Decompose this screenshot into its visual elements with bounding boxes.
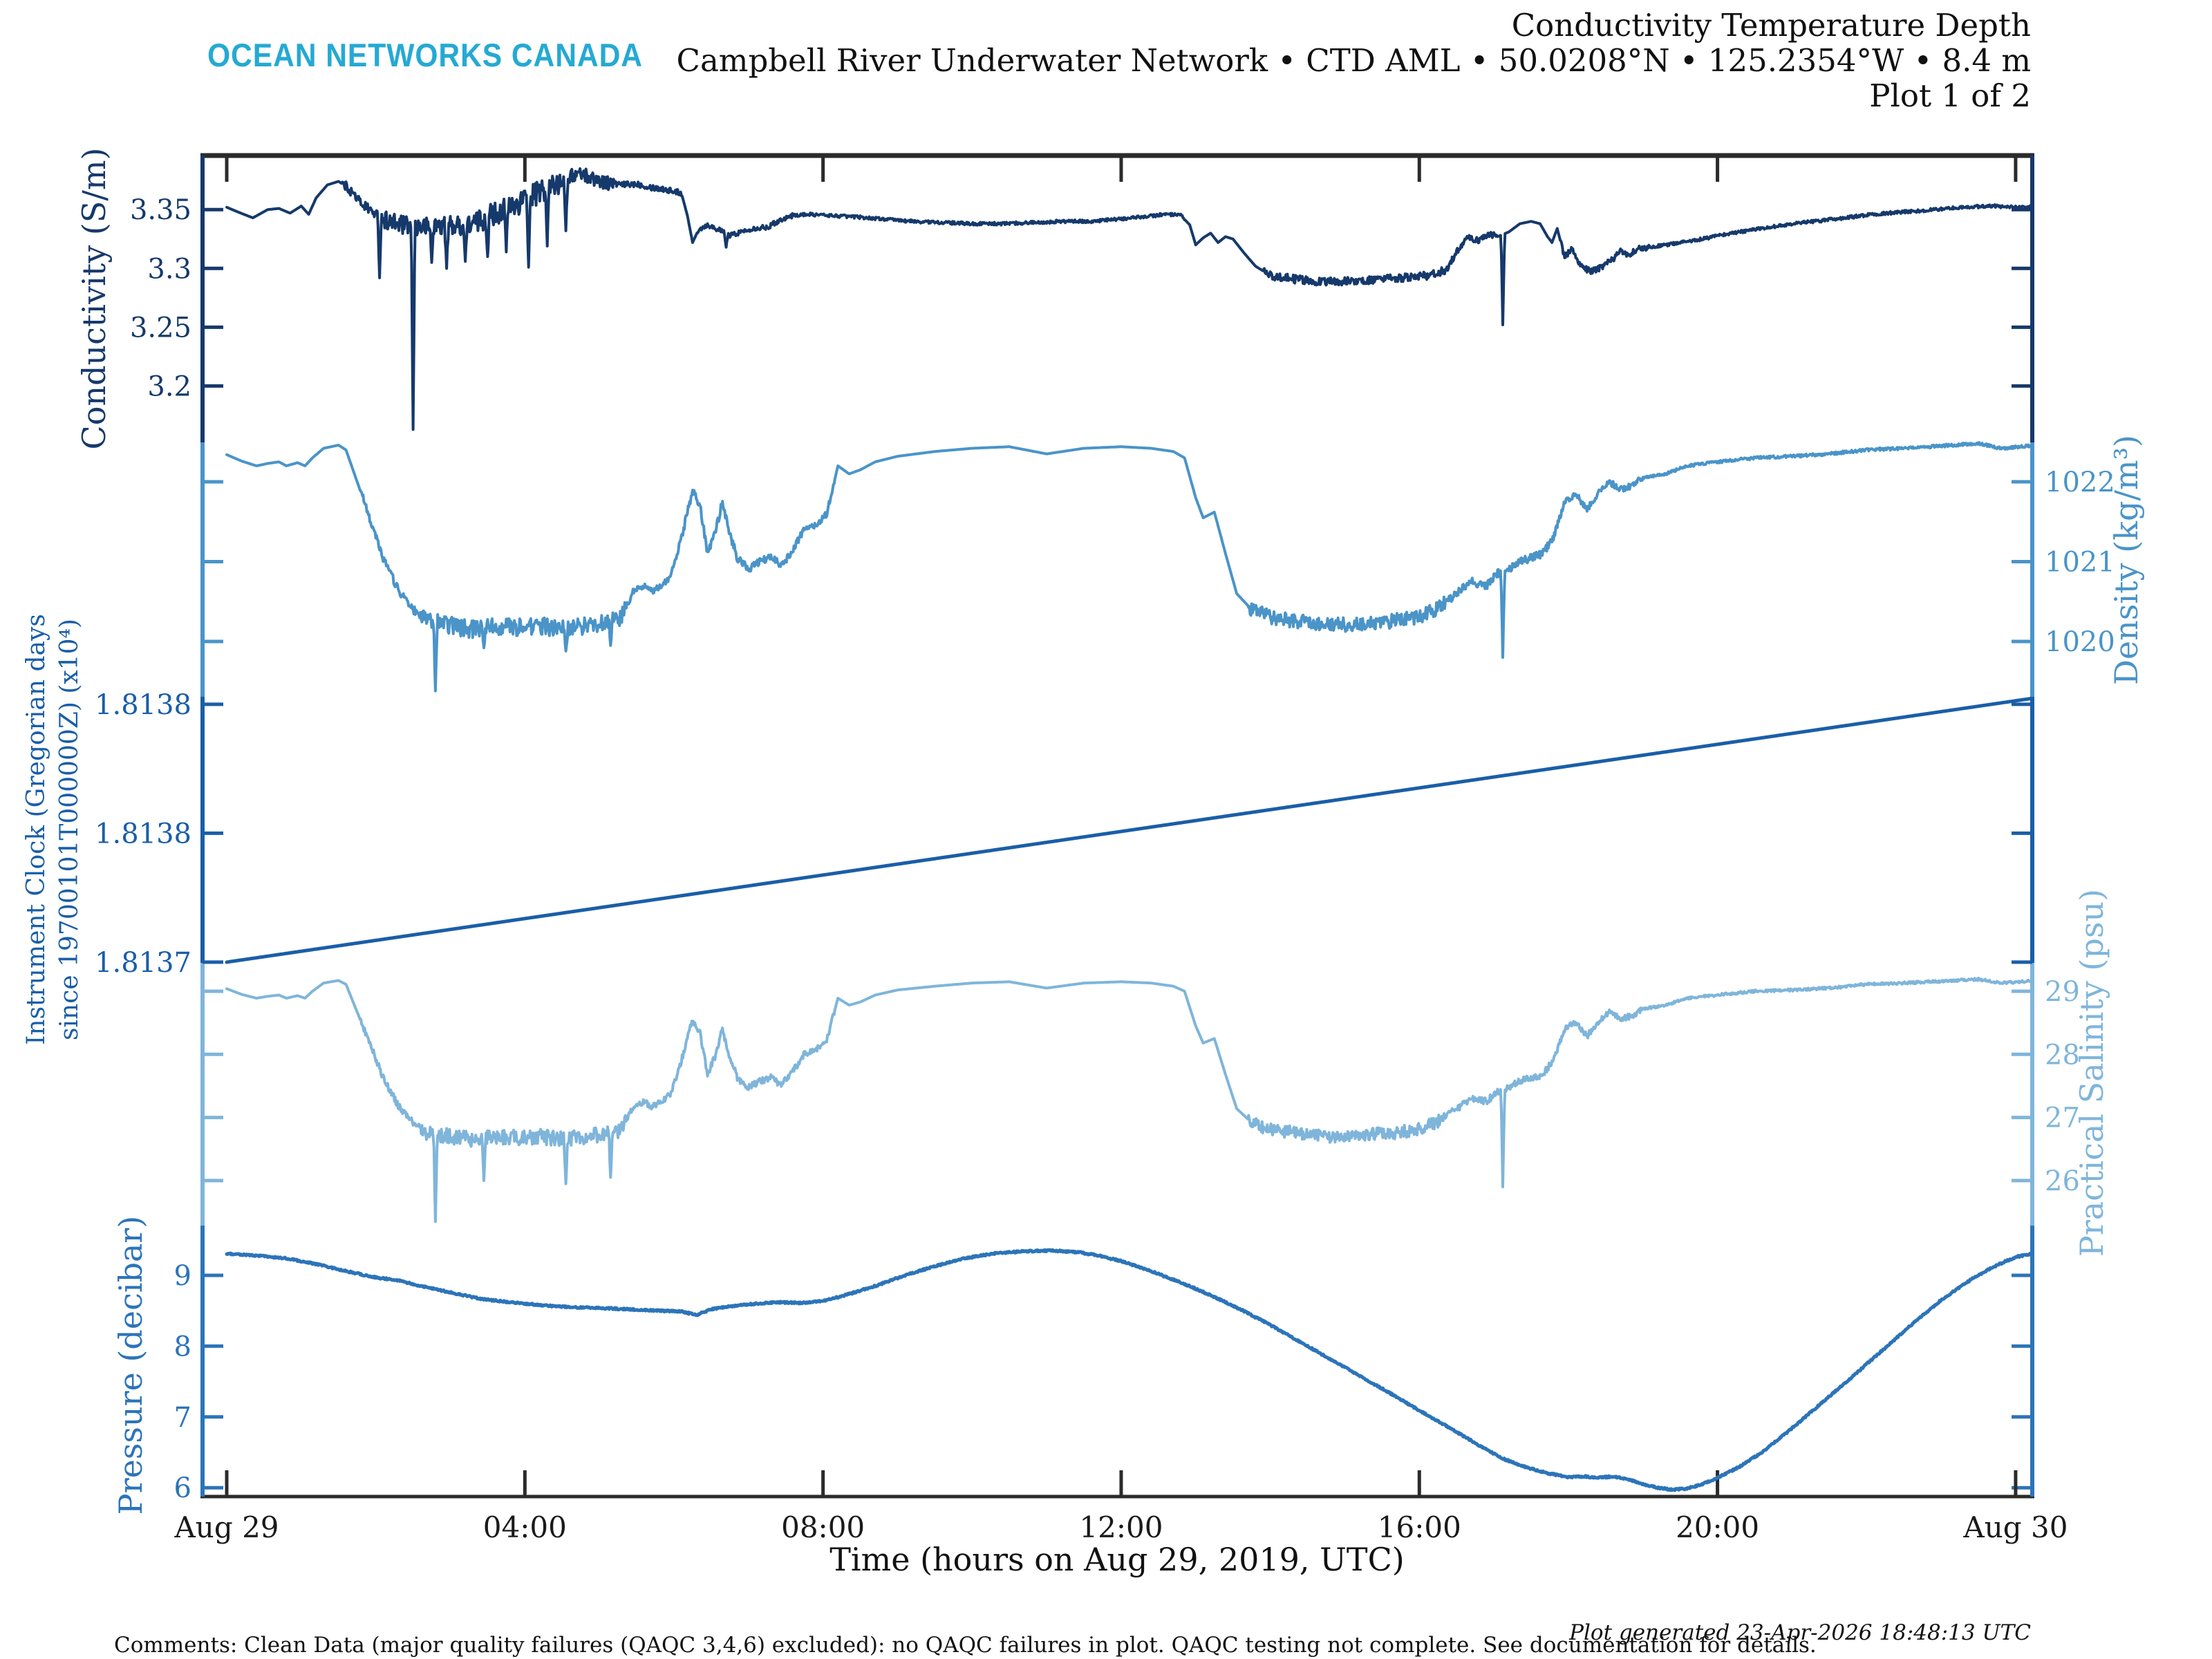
tick-label-pressure: 7 (174, 1402, 191, 1434)
tick-label-pressure: 8 (174, 1331, 191, 1362)
x-tick-label: 12:00 (1079, 1510, 1163, 1544)
tick-label-conductivity: 3.3 (147, 253, 191, 285)
y-axis-title-pressure: Pressure (decibar) (112, 1216, 149, 1515)
series-line-clock (225, 697, 2032, 964)
x-tick-label: Aug 29 (174, 1510, 279, 1544)
plot-subtitle: Campbell River Underwater Network • CTD … (677, 42, 2031, 79)
tick-label-density: 1021 (2045, 547, 2115, 579)
tick-label-salinity: 28 (2045, 1039, 2080, 1071)
tick-labels: 3.35 3.3 3.25 3.2 1022 1021 1020 1.8138 1.8138 1.… (95, 194, 2115, 1544)
x-tick-label: Aug 30 (1962, 1510, 2068, 1544)
tick-label-conductivity: 3.2 (147, 371, 191, 402)
tick-label-salinity: 27 (2045, 1103, 2080, 1134)
x-tick-label: 20:00 (1676, 1510, 1759, 1544)
tick-label-density: 1020 (2045, 626, 2115, 658)
x-axis-title: Time (hours on Aug 29, 2019, UTC) (830, 1541, 1405, 1578)
tick-label-pressure: 9 (174, 1260, 191, 1292)
plot-page-indicator: Plot 1 of 2 (1869, 77, 2031, 114)
y-axis-title-salinity: Practical Salinity (psu) (2073, 889, 2110, 1257)
y-axis-title-clock-line1: Instrument Clock (Gregorian days (22, 614, 50, 1045)
tick-label-salinity: 26 (2045, 1165, 2080, 1197)
plot-title: Conductivity Temperature Depth (1512, 7, 2031, 44)
x-tick-label: 16:00 (1378, 1510, 1461, 1544)
tick-label-clock: 1.8138 (95, 818, 191, 850)
plot-frame (200, 153, 2034, 1499)
tick-label-conductivity: 3.35 (130, 194, 191, 226)
generated-timestamp: Plot generated 23-Apr-2026 18:48:13 UTC (1568, 1620, 2031, 1645)
y-axis-title-density: Density (kg/m³) (2108, 435, 2145, 685)
series-line-conductivity (225, 167, 2032, 431)
series-line-pressure (225, 1248, 2032, 1492)
tick-label-conductivity: 3.25 (130, 312, 191, 344)
series-lines (225, 167, 2032, 1492)
series-line-density (225, 441, 2032, 693)
y-axis-title-clock-line2: since 19700101T000000Z) (x10⁴) (55, 619, 84, 1040)
y-axis-title-conductivity: Conductivity (S/m) (75, 148, 113, 450)
onc-logo: OCEAN NETWORKS CANADA (207, 37, 643, 73)
tick-label-density: 1022 (2045, 467, 2115, 498)
tick-label-clock: 1.8138 (95, 689, 191, 721)
x-tick-label: 08:00 (781, 1510, 865, 1544)
series-line-salinity (225, 976, 2032, 1224)
tick-label-salinity: 29 (2045, 976, 2080, 1008)
tick-label-pressure: 6 (174, 1472, 191, 1504)
tick-label-clock: 1.8137 (95, 947, 191, 979)
x-tick-label: 04:00 (483, 1510, 567, 1544)
comments-note: Comments: Clean Data (major quality fail… (114, 1633, 1817, 1658)
